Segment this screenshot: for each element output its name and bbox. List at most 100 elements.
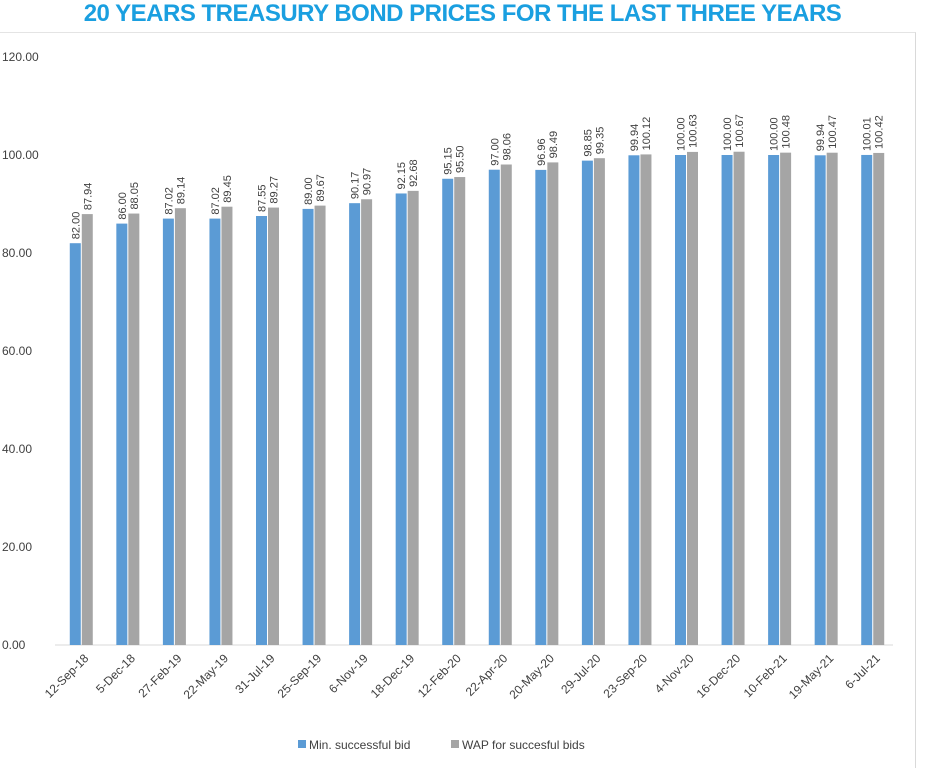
bar-min-bid xyxy=(209,218,221,646)
bar-wap xyxy=(268,207,279,645)
bar-wap xyxy=(640,154,652,646)
y-tick-label: 40.00 xyxy=(2,442,32,456)
chart-title: 20 YEARS TREASURY BOND PRICES FOR THE LA… xyxy=(83,0,842,27)
bar-min-bid xyxy=(395,193,407,645)
legend-label: WAP for succesful bids xyxy=(462,738,585,752)
x-tick-label: 5-Dec-18 xyxy=(93,651,138,696)
data-label: 89.45 xyxy=(222,175,234,203)
data-label: 95.50 xyxy=(455,146,467,174)
legend-label: Min. successful bid xyxy=(309,738,410,752)
data-label: 89.27 xyxy=(269,176,281,204)
data-label: 92.68 xyxy=(408,159,420,187)
bar-min-bid xyxy=(442,178,454,645)
y-tick-label: 100.00 xyxy=(2,148,39,162)
bar-wap xyxy=(733,151,745,646)
data-label: 89.67 xyxy=(315,174,327,202)
data-label: 89.14 xyxy=(175,177,187,205)
bar-min-bid xyxy=(628,155,640,645)
bar-wap xyxy=(687,151,698,645)
x-tick-label: 18-Dec-19 xyxy=(368,651,418,701)
data-label: 100.67 xyxy=(734,114,746,148)
bar-min-bid xyxy=(488,169,500,645)
data-label: 100.47 xyxy=(827,115,839,149)
data-label: 82.00 xyxy=(70,212,82,240)
bar-min-bid xyxy=(721,155,733,645)
bar-min-bid xyxy=(349,203,361,646)
data-label: 100.63 xyxy=(688,114,700,148)
x-tick-label: 12-Feb-20 xyxy=(415,651,464,700)
bar-min-bid xyxy=(256,216,267,645)
x-tick-label: 20-May-20 xyxy=(506,651,557,702)
data-label: 90.97 xyxy=(362,168,374,196)
data-label: 97.00 xyxy=(489,138,501,166)
bar-wap xyxy=(780,152,792,645)
data-label: 90.17 xyxy=(350,172,362,200)
bar-wap xyxy=(500,164,512,646)
data-label: 88.05 xyxy=(129,182,141,210)
x-tick-label: 31-Jul-19 xyxy=(232,651,278,697)
bar-wap xyxy=(314,205,326,645)
x-tick-label: 23-Sep-20 xyxy=(601,651,651,701)
legend-swatch-wap xyxy=(451,740,459,748)
data-label: 89.00 xyxy=(303,177,315,205)
chart-frame xyxy=(0,32,916,768)
x-tick-label: 6-Nov-19 xyxy=(326,651,371,696)
x-tick-label: 12-Sep-18 xyxy=(42,651,92,701)
bar-min-bid xyxy=(581,160,593,645)
data-label: 86.00 xyxy=(117,192,129,220)
data-label: 100.42 xyxy=(874,115,886,149)
bar-wap xyxy=(547,162,559,646)
bar-wap xyxy=(81,214,93,645)
y-tick-label: 60.00 xyxy=(2,344,32,358)
bar-wap xyxy=(361,199,373,645)
data-label: 100.00 xyxy=(722,117,734,151)
bar-wap xyxy=(174,208,186,646)
data-label: 92.15 xyxy=(396,162,408,190)
y-tick-label: 120.00 xyxy=(2,50,39,64)
x-tick-label: 4-Nov-20 xyxy=(652,651,697,696)
bar-wap xyxy=(407,190,419,646)
data-label: 87.02 xyxy=(210,187,222,215)
legend-swatch-min-bid xyxy=(298,740,306,748)
x-tick-label: 25-Sep-19 xyxy=(275,651,325,701)
y-tick-label: 80.00 xyxy=(2,246,32,260)
x-tick-label: 22-Apr-20 xyxy=(463,651,511,699)
data-label: 98.85 xyxy=(582,129,594,157)
x-tick-label: 22-May-19 xyxy=(181,651,232,702)
x-tick-label: 27-Feb-19 xyxy=(135,651,184,700)
x-tick-label: 19-May-21 xyxy=(786,651,837,702)
bar-min-bid xyxy=(162,218,174,646)
data-label: 100.48 xyxy=(781,115,793,149)
bar-wap xyxy=(221,206,233,645)
bar-wap xyxy=(454,177,466,646)
data-label: 96.96 xyxy=(536,138,548,166)
x-tick-label: 16-Dec-20 xyxy=(694,651,744,701)
bar-wap xyxy=(128,213,140,645)
data-label: 95.15 xyxy=(443,147,455,175)
data-label: 100.01 xyxy=(862,117,874,151)
bar-wap xyxy=(593,158,605,645)
bar-min-bid xyxy=(116,223,128,645)
bar-min-bid xyxy=(69,243,81,645)
bar-min-bid xyxy=(861,154,873,646)
x-tick-label: 29-Jul-20 xyxy=(558,651,604,697)
data-label: 100.12 xyxy=(641,117,653,151)
data-label: 99.35 xyxy=(594,127,606,155)
bar-min-bid xyxy=(302,208,314,645)
bar-wap xyxy=(873,152,885,645)
data-label: 99.94 xyxy=(629,124,641,152)
data-label: 87.94 xyxy=(82,183,94,211)
data-label: 100.00 xyxy=(676,117,688,151)
data-label: 98.06 xyxy=(501,133,513,161)
data-label: 87.02 xyxy=(163,187,175,215)
data-label: 98.49 xyxy=(548,131,560,159)
y-tick-label: 20.00 xyxy=(2,540,32,554)
y-tick-label: 0.00 xyxy=(2,638,26,652)
x-tick-label: 6-Jul-21 xyxy=(842,651,883,692)
bar-min-bid xyxy=(768,155,780,645)
bar-min-bid xyxy=(535,169,547,645)
bar-wap xyxy=(826,152,838,645)
bar-min-bid xyxy=(814,155,826,645)
data-label: 99.94 xyxy=(815,124,827,152)
